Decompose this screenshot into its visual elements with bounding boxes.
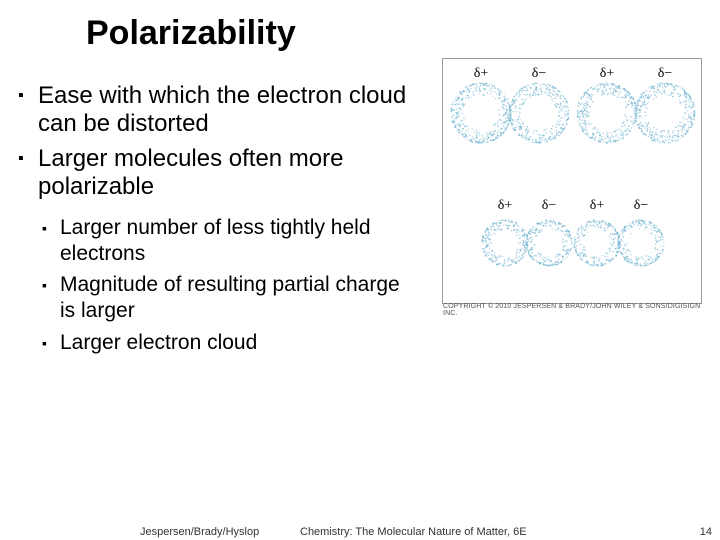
list-item: Larger electron cloud <box>42 330 408 356</box>
svg-text:δ−: δ− <box>634 198 649 213</box>
svg-text:δ+: δ+ <box>474 66 489 81</box>
svg-text:δ+: δ+ <box>498 198 513 213</box>
bullet-list-l1: Ease with which the electron cloud can b… <box>18 82 408 201</box>
bullet-list-l2: Larger number of less tightly held elect… <box>42 215 408 355</box>
svg-text:δ−: δ− <box>658 66 673 81</box>
page-number: 14 <box>700 526 712 538</box>
page-title: Polarizability <box>86 14 296 53</box>
figure-svg: δ+ δ− δ+ δ− δ+ δ− δ+ δ− <box>443 59 703 305</box>
svg-text:δ+: δ+ <box>600 66 615 81</box>
list-item: Ease with which the electron cloud can b… <box>18 82 408 139</box>
list-item: Larger number of less tightly held elect… <box>42 215 408 266</box>
slide: Polarizability Ease with which the elect… <box>0 0 720 540</box>
svg-text:δ−: δ− <box>532 66 547 81</box>
list-item: Magnitude of resulting partial charge is… <box>42 272 408 323</box>
figure-credit: COPYRIGHT © 2010 JESPERSEN & BRADY/JOHN … <box>443 303 701 317</box>
svg-text:δ+: δ+ <box>590 198 605 213</box>
footer-authors: Jespersen/Brady/Hyslop <box>140 526 259 538</box>
content-block: Ease with which the electron cloud can b… <box>18 82 408 361</box>
list-item: Larger molecules often more polarizable <box>18 145 408 202</box>
footer-book-title: Chemistry: The Molecular Nature of Matte… <box>300 526 527 538</box>
polarizability-figure: δ+δ−δ+δ−δ+δ−δ+δ− COPYRIGHT © 2010 JESPER… <box>442 58 702 304</box>
svg-text:δ−: δ− <box>542 198 557 213</box>
